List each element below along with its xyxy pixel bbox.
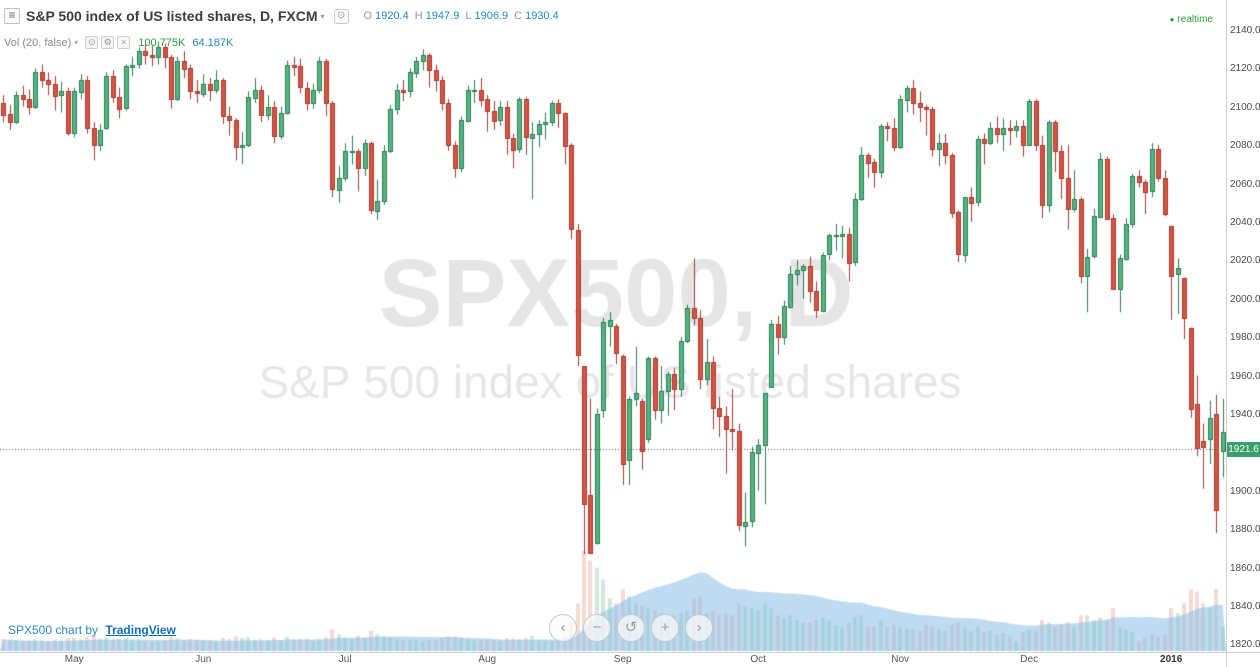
low-label: L [465, 10, 472, 22]
close-icon[interactable]: × [117, 36, 131, 49]
price-tick-label: 1840.0 [1230, 601, 1260, 612]
gear-icon[interactable]: ⚙ [101, 36, 115, 49]
series-legend: ≡ S&P 500 index of US listed shares, D, … [4, 7, 559, 25]
price-tick-label: 2080.0 [1230, 140, 1260, 152]
chevron-down-icon[interactable]: ▾ [74, 38, 79, 47]
high-label: H [414, 10, 423, 22]
volume-value: 100.775K [138, 36, 186, 49]
attribution-text: SPX500 chart by [8, 623, 99, 637]
chart-title[interactable]: S&P 500 index of US listed shares, D, FX… [26, 8, 318, 24]
time-axis[interactable]: May Jun Jul Aug Sep Oct Nov Dec 2016 [0, 652, 1226, 667]
time-tick-label: Oct [750, 654, 766, 665]
time-tick-label: 2016 [1160, 654, 1183, 665]
price-tick-label: 2060.0 [1230, 178, 1260, 190]
price-tick-label: 2100.0 [1230, 101, 1260, 113]
high-value: 1947.9 [425, 10, 460, 22]
close-value: 1930.4 [525, 10, 559, 22]
properties-icon[interactable]: ⊙ [333, 8, 349, 24]
price-tick-label: 1940.0 [1230, 409, 1260, 420]
price-tick-label: 2040.0 [1230, 217, 1260, 228]
price-tick-label: 2000.0 [1230, 293, 1260, 305]
time-tick-label: Aug [478, 654, 497, 665]
time-tick-label: Dec [1020, 654, 1039, 665]
price-axis[interactable]: 1921.6 2140.0 2120.0 2100.0 2080.0 2060.0 204… [1226, 0, 1260, 652]
tradingview-link[interactable]: TradingView [105, 623, 176, 637]
price-tick-label: 2020.0 [1230, 255, 1260, 267]
price-tick-label: 1860.0 [1230, 562, 1260, 574]
price-tick-label: 1880.0 [1230, 524, 1260, 536]
close-label: C [514, 10, 523, 22]
price-tick-label: 1900.0 [1230, 485, 1260, 497]
scroll-right-button[interactable]: › [685, 614, 713, 642]
price-tick-label: 1980.0 [1230, 332, 1260, 344]
scroll-left-button[interactable]: ‹ [549, 614, 577, 642]
volume-indicator-legend: Vol (20, false) ▾ ⊙ ⚙ × 100.775K 64.187K [4, 36, 233, 49]
volume-ma-value: 64.187K [192, 36, 234, 49]
eye-icon[interactable]: ⊙ [85, 36, 99, 49]
zoom-out-button[interactable]: − [583, 614, 611, 642]
axis-corner [1226, 652, 1260, 667]
zoom-in-button[interactable]: + [651, 614, 679, 642]
price-tick-label: 2140.0 [1230, 25, 1260, 36]
time-tick-label: May [64, 654, 84, 665]
last-price-tag: 1921.6 [1227, 442, 1260, 458]
realtime-dot-icon: ● [1169, 15, 1175, 24]
hamburger-menu-icon[interactable]: ≡ [4, 8, 20, 24]
realtime-label: realtime [1177, 14, 1213, 25]
price-tick-label: 1820.0 [1230, 639, 1260, 651]
price-tick-label: 2120.0 [1230, 63, 1260, 75]
ohlc-values: O 1920.4 H 1947.9 L 1906.9 C 1930.4 [358, 10, 559, 22]
attribution: SPX500 chart by TradingView [8, 623, 176, 637]
time-tick-label: Jul [338, 654, 352, 665]
candlestick-chart-canvas[interactable] [0, 0, 1226, 652]
time-tick-label: Jun [195, 654, 212, 665]
price-tick-label: 1960.0 [1230, 370, 1260, 382]
time-tick-label: Nov [891, 654, 910, 665]
open-label: O [363, 10, 373, 22]
realtime-badge: ● realtime [1170, 14, 1213, 25]
chart-nav-controls: ‹ − ↺ + › [549, 614, 719, 642]
low-value: 1906.9 [474, 10, 509, 22]
open-value: 1920.4 [375, 10, 409, 22]
reset-view-button[interactable]: ↺ [617, 614, 645, 642]
time-tick-label: Sep [613, 654, 632, 665]
volume-indicator-label[interactable]: Vol (20, false) [4, 36, 72, 49]
chevron-down-icon[interactable]: ▾ [320, 11, 325, 21]
